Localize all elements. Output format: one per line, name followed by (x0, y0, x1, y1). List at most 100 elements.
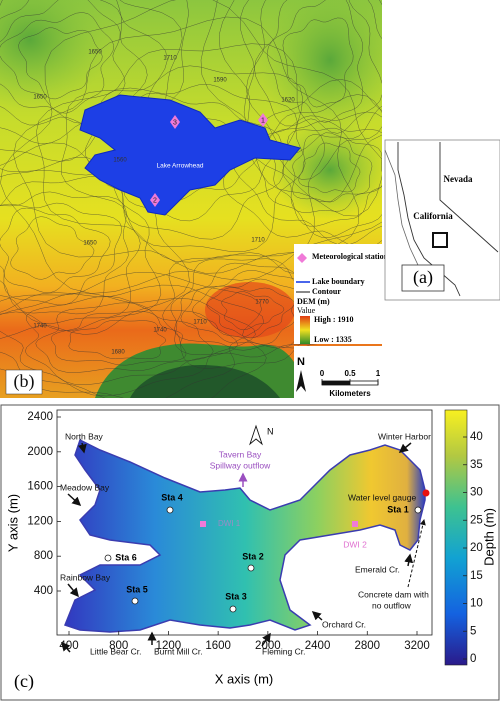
colorbar-tick-label: 25 (470, 514, 483, 526)
colorbar-tick-label: 35 (470, 459, 483, 471)
legend-label: Contour (312, 287, 341, 296)
contour-line (240, 0, 382, 180)
station-marker: 2 (150, 193, 160, 207)
place-label: Winter Harbor (378, 431, 431, 441)
contour-label: 1740 (33, 324, 47, 330)
colorbar-tick-label: 0 (470, 653, 476, 665)
contour-line (282, 127, 382, 213)
x-tick-label: 1200 (156, 640, 182, 652)
station-marker (229, 605, 237, 613)
dem-peak (205, 282, 295, 338)
colorbar-tick-label: 10 (470, 598, 483, 610)
state-boundary (397, 142, 499, 297)
pointer (398, 442, 412, 453)
x-tick-label: 1600 (205, 640, 231, 652)
north-label: N (297, 356, 305, 368)
contour-line (282, 17, 354, 108)
pointer (61, 641, 71, 653)
stations (104, 506, 422, 613)
x-tick-label: 400 (59, 640, 78, 652)
contour-line (268, 120, 382, 227)
legend-label: Meteorological station (312, 252, 389, 261)
study-area (432, 232, 448, 248)
legend-ramp (300, 316, 310, 344)
x-tick-label: 2000 (255, 640, 281, 652)
contour-line (170, 258, 336, 358)
x-tick-label: 2400 (305, 640, 331, 652)
station-label: Sta 1 (387, 504, 409, 514)
contour-line (233, 94, 382, 246)
legend-swatch (297, 253, 307, 263)
x-tick-label: 2800 (354, 640, 380, 652)
contour-line (50, 311, 187, 366)
place-label: Concrete dam with (358, 589, 429, 599)
contour-line (206, 287, 295, 339)
contour-label: 1710 (193, 320, 207, 326)
contour-line (0, 272, 267, 398)
dwi-label: DWI 1 (218, 519, 241, 528)
pointer (261, 632, 271, 647)
place-label: no outflow (372, 600, 412, 610)
panel-label-box (5, 369, 43, 395)
place-label: Water level gauge (348, 492, 416, 502)
colorbar-tick-label: 15 (470, 570, 483, 582)
contour-line (162, 252, 353, 369)
contour-line (298, 142, 361, 193)
colorbar (444, 409, 468, 666)
dwi-marker (200, 521, 206, 527)
contour-line (18, 27, 103, 100)
scale-bar-body (322, 381, 350, 385)
north-arrow: N (294, 346, 386, 398)
legend-label: Lake boundary (312, 277, 365, 286)
contour-line (180, 270, 310, 349)
station-label: 2 (153, 197, 157, 204)
legend-label: High : 1910 (314, 315, 354, 324)
panel-label: (a) (413, 267, 433, 288)
contour-line (0, 207, 111, 293)
contour-label: 1710 (251, 238, 265, 244)
bathymetry-panel: Sta 1 Sta 2 Sta 3 Sta 4 Sta 5 Sta 6 DWI … (0, 404, 500, 701)
inset-map: Nevada California (a) (384, 139, 500, 301)
contour-line (0, 284, 265, 398)
place-label: Emerald Cr. (355, 564, 400, 574)
contour-label: 1620 (281, 98, 295, 104)
legend-heading: DEM (m) (297, 297, 330, 306)
contour-label: 1650 (88, 50, 102, 56)
contour-line (68, 320, 167, 360)
contour-line (254, 0, 382, 134)
station-label: 1 (261, 117, 265, 124)
y-tick-label: 1600 (27, 481, 53, 493)
contour-line (0, 292, 256, 397)
lake-label: Lake Arrowhead (157, 163, 204, 170)
scale-box (294, 346, 386, 398)
north-label: N (267, 426, 274, 436)
dem-patch (0, 0, 110, 110)
contour-line (246, 0, 382, 154)
station-marker: 3 (170, 115, 180, 129)
y-tick-label: 2000 (27, 446, 53, 458)
place-label: Little Bear Cr. (90, 646, 142, 656)
pointer (311, 611, 323, 621)
scale-unit: Kilometers (329, 389, 371, 398)
contour-label: 1710 (163, 56, 177, 62)
y-tick-label: 1200 (27, 515, 53, 527)
scale-bar: Kilometers 0 0.5 1 (320, 369, 381, 398)
station-label: Sta 4 (161, 492, 183, 502)
x-axis-label: X axis (m) (215, 671, 274, 686)
place-label: North Bay (65, 431, 104, 441)
panel-label-box (401, 264, 445, 292)
contour-line (200, 0, 382, 217)
contour-label: 1770 (255, 300, 269, 306)
station-marker (166, 506, 174, 514)
dem-map: Lake Arrowhead 1 2 3 1650 1710 1620 1590… (0, 0, 382, 398)
station-marker (104, 554, 112, 562)
station-marker (414, 506, 422, 514)
colorbar-tick-label: 5 (470, 625, 476, 637)
pointer (407, 519, 426, 588)
legend-label: Low : 1335 (314, 335, 352, 344)
station-label: Sta 2 (242, 551, 264, 561)
contour-line (219, 0, 382, 202)
lake (79, 94, 301, 216)
contour-line (174, 262, 323, 351)
contour-line (0, 12, 115, 114)
